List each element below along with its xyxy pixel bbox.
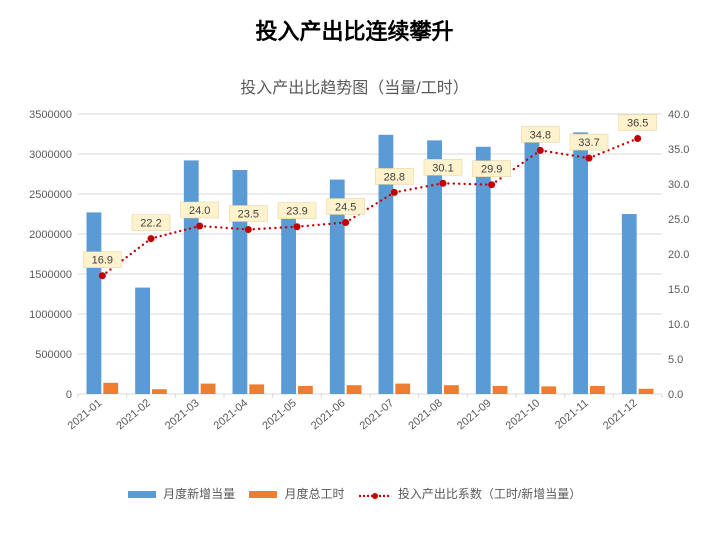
bar-series2 <box>444 385 459 394</box>
data-label: 23.9 <box>286 206 307 218</box>
bar-series1 <box>281 206 296 394</box>
bar-series1 <box>525 138 540 394</box>
data-label: 22.2 <box>140 218 161 230</box>
data-label: 24.5 <box>335 202 356 214</box>
line-marker <box>488 181 495 188</box>
line-marker <box>294 223 301 230</box>
bar-series2 <box>395 384 410 394</box>
bar-series2 <box>103 383 118 394</box>
svg-text:2021-07: 2021-07 <box>358 397 397 432</box>
data-label: 16.9 <box>92 255 113 267</box>
svg-text:35.0: 35.0 <box>668 144 689 156</box>
chart-title: 投入产出比趋势图（当量/工时） <box>0 54 709 104</box>
svg-text:0: 0 <box>66 389 72 401</box>
bar-series2 <box>298 386 313 394</box>
bar-series2 <box>639 389 654 394</box>
line-marker <box>148 235 155 242</box>
bar-series2 <box>541 386 556 394</box>
data-label: 34.8 <box>530 129 551 141</box>
svg-text:20.0: 20.0 <box>668 249 689 261</box>
data-label: 29.9 <box>481 164 502 176</box>
svg-text:5.0: 5.0 <box>668 354 683 366</box>
svg-text:2021-09: 2021-09 <box>455 397 494 432</box>
legend-item-series2: 月度总工时 <box>249 485 344 502</box>
bar-series2 <box>590 386 605 394</box>
bar-series2 <box>347 385 362 394</box>
legend-swatch-series1 <box>128 491 156 498</box>
legend-item-series3: 投入产出比系数（工时/新增当量） <box>359 485 582 502</box>
svg-text:2021-05: 2021-05 <box>260 397 299 432</box>
svg-text:25.0: 25.0 <box>668 214 689 226</box>
svg-text:40.0: 40.0 <box>668 109 689 121</box>
svg-text:10.0: 10.0 <box>668 319 689 331</box>
legend-swatch-series3 <box>359 490 391 500</box>
bar-series1 <box>233 170 248 394</box>
line-marker <box>537 147 544 154</box>
bar-series2 <box>152 389 167 394</box>
bar-series2 <box>249 384 264 394</box>
line-marker <box>586 155 593 162</box>
data-label: 36.5 <box>627 118 648 130</box>
bar-series2 <box>201 384 216 394</box>
line-marker <box>391 189 398 196</box>
svg-text:2021-04: 2021-04 <box>212 397 251 432</box>
data-label: 24.0 <box>189 205 210 217</box>
chart-area: 0 500000 1000000 1500000 2000000 2500000 30000… <box>0 104 709 479</box>
line-marker <box>245 226 252 233</box>
bar-series1 <box>135 288 150 394</box>
svg-text:2021-06: 2021-06 <box>309 397 348 432</box>
line-marker <box>196 223 203 230</box>
svg-text:500000: 500000 <box>35 349 72 361</box>
svg-text:3500000: 3500000 <box>29 109 72 121</box>
svg-text:2000000: 2000000 <box>29 229 72 241</box>
line-marker <box>99 272 106 279</box>
svg-text:2500000: 2500000 <box>29 189 72 201</box>
legend-item-series1: 月度新增当量 <box>128 485 235 502</box>
svg-text:2021-01: 2021-01 <box>66 397 105 432</box>
legend-swatch-series2 <box>249 491 277 498</box>
svg-text:15.0: 15.0 <box>668 284 689 296</box>
svg-text:2021-11: 2021-11 <box>553 397 591 432</box>
bar-series1 <box>427 140 442 394</box>
data-label: 33.7 <box>578 137 599 149</box>
bar-series1 <box>573 132 588 394</box>
page-title: 投入产出比连续攀升 <box>0 0 709 54</box>
legend-label-series3: 投入产出比系数（工时/新增当量） <box>398 487 581 501</box>
svg-text:1500000: 1500000 <box>29 269 72 281</box>
legend-label-series1: 月度新增当量 <box>163 487 235 501</box>
svg-text:2021-02: 2021-02 <box>114 397 153 432</box>
chart-svg: 0 500000 1000000 1500000 2000000 2500000 30000… <box>0 104 709 474</box>
data-label: 23.5 <box>238 209 259 221</box>
bar-series1 <box>622 214 637 394</box>
legend-label-series2: 月度总工时 <box>285 487 345 501</box>
svg-text:30.0: 30.0 <box>668 179 689 191</box>
data-label: 28.8 <box>384 171 405 183</box>
svg-text:3000000: 3000000 <box>29 149 72 161</box>
line-marker <box>634 135 641 142</box>
legend: 月度新增当量 月度总工时 投入产出比系数（工时/新增当量） <box>0 479 709 512</box>
svg-text:1000000: 1000000 <box>29 309 72 321</box>
line-marker <box>342 219 349 226</box>
line-marker <box>440 180 447 187</box>
svg-text:2021-08: 2021-08 <box>406 397 445 432</box>
svg-text:2021-03: 2021-03 <box>163 397 202 432</box>
svg-text:0.0: 0.0 <box>668 389 683 401</box>
bar-series2 <box>493 386 508 394</box>
svg-text:2021-10: 2021-10 <box>504 397 543 432</box>
bar-series1 <box>184 160 199 394</box>
data-label: 30.1 <box>432 162 453 174</box>
bar-series1 <box>87 212 102 394</box>
svg-text:2021-12: 2021-12 <box>601 397 640 432</box>
